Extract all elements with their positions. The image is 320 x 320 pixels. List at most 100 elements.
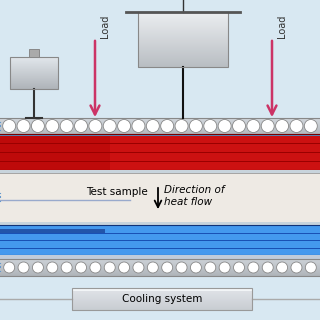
Circle shape — [304, 119, 317, 132]
Bar — [138, 65, 228, 67]
Bar — [10, 60, 58, 61]
Text: Load: Load — [277, 15, 287, 38]
Circle shape — [89, 119, 102, 132]
Circle shape — [4, 262, 15, 273]
Bar — [72, 305, 252, 307]
Bar — [72, 294, 252, 295]
Circle shape — [119, 262, 130, 273]
Bar — [0, 127, 320, 129]
Bar — [138, 58, 228, 60]
Text: Load: Load — [100, 15, 110, 38]
Bar — [138, 53, 228, 54]
Circle shape — [162, 262, 173, 273]
Circle shape — [190, 262, 201, 273]
Bar — [0, 133, 320, 134]
Circle shape — [290, 119, 303, 132]
Circle shape — [276, 262, 288, 273]
Bar — [0, 128, 320, 130]
Bar — [138, 56, 228, 58]
Circle shape — [248, 262, 259, 273]
Bar — [138, 66, 228, 68]
Circle shape — [247, 119, 260, 132]
Bar — [10, 87, 58, 89]
Bar — [10, 69, 58, 70]
Bar — [138, 34, 228, 36]
Bar — [138, 40, 228, 42]
Bar — [138, 45, 228, 46]
Circle shape — [234, 262, 244, 273]
Bar — [0, 274, 320, 276]
Bar — [138, 63, 228, 65]
Bar — [138, 42, 228, 44]
Bar — [138, 20, 228, 21]
Bar — [138, 43, 228, 44]
Bar — [10, 67, 58, 68]
Bar — [10, 76, 58, 77]
Bar — [10, 77, 58, 78]
Bar — [0, 122, 320, 124]
Circle shape — [262, 262, 273, 273]
Circle shape — [132, 119, 145, 132]
Bar — [0, 134, 320, 136]
Bar — [138, 47, 228, 49]
Bar — [138, 25, 228, 27]
Bar — [10, 57, 58, 59]
Circle shape — [133, 262, 144, 273]
Bar — [0, 255, 320, 259]
Bar — [10, 86, 58, 87]
Circle shape — [146, 119, 159, 132]
Bar — [138, 51, 228, 52]
Bar — [72, 291, 252, 292]
Text: Cooling system: Cooling system — [122, 294, 202, 304]
Bar — [72, 289, 252, 291]
Bar — [72, 300, 252, 301]
Circle shape — [205, 262, 216, 273]
Circle shape — [75, 119, 87, 132]
Bar — [0, 262, 320, 263]
Bar — [138, 39, 228, 41]
Circle shape — [3, 119, 16, 132]
Bar — [10, 73, 58, 75]
Bar — [138, 38, 228, 39]
Bar — [10, 63, 58, 65]
Bar — [10, 84, 58, 85]
Bar — [0, 266, 320, 268]
Bar — [138, 15, 228, 17]
Bar — [0, 229, 105, 233]
Circle shape — [103, 119, 116, 132]
Bar — [72, 296, 252, 298]
Bar — [138, 64, 228, 66]
Circle shape — [305, 262, 316, 273]
Bar — [138, 32, 228, 34]
Bar — [10, 81, 58, 83]
Bar — [10, 71, 58, 73]
Bar — [0, 126, 320, 127]
Bar — [0, 273, 320, 275]
Bar — [72, 307, 252, 308]
Bar — [138, 37, 228, 38]
Bar — [138, 29, 228, 30]
Bar — [0, 271, 320, 273]
Circle shape — [90, 262, 101, 273]
Bar — [138, 12, 228, 13]
Bar — [138, 30, 228, 31]
Bar — [10, 72, 58, 74]
Bar — [0, 264, 320, 266]
Circle shape — [17, 119, 30, 132]
Bar — [72, 303, 252, 305]
Bar — [72, 295, 252, 297]
Circle shape — [104, 262, 115, 273]
Bar — [10, 66, 58, 68]
Bar — [138, 24, 228, 26]
Bar — [0, 269, 320, 270]
Bar — [0, 130, 320, 132]
Bar — [0, 118, 320, 119]
Bar — [138, 13, 228, 14]
Bar — [138, 33, 228, 35]
Bar — [10, 68, 58, 69]
Bar — [10, 58, 58, 60]
Bar — [138, 19, 228, 20]
Bar — [0, 121, 320, 123]
Bar — [138, 41, 228, 43]
Bar — [72, 302, 252, 303]
